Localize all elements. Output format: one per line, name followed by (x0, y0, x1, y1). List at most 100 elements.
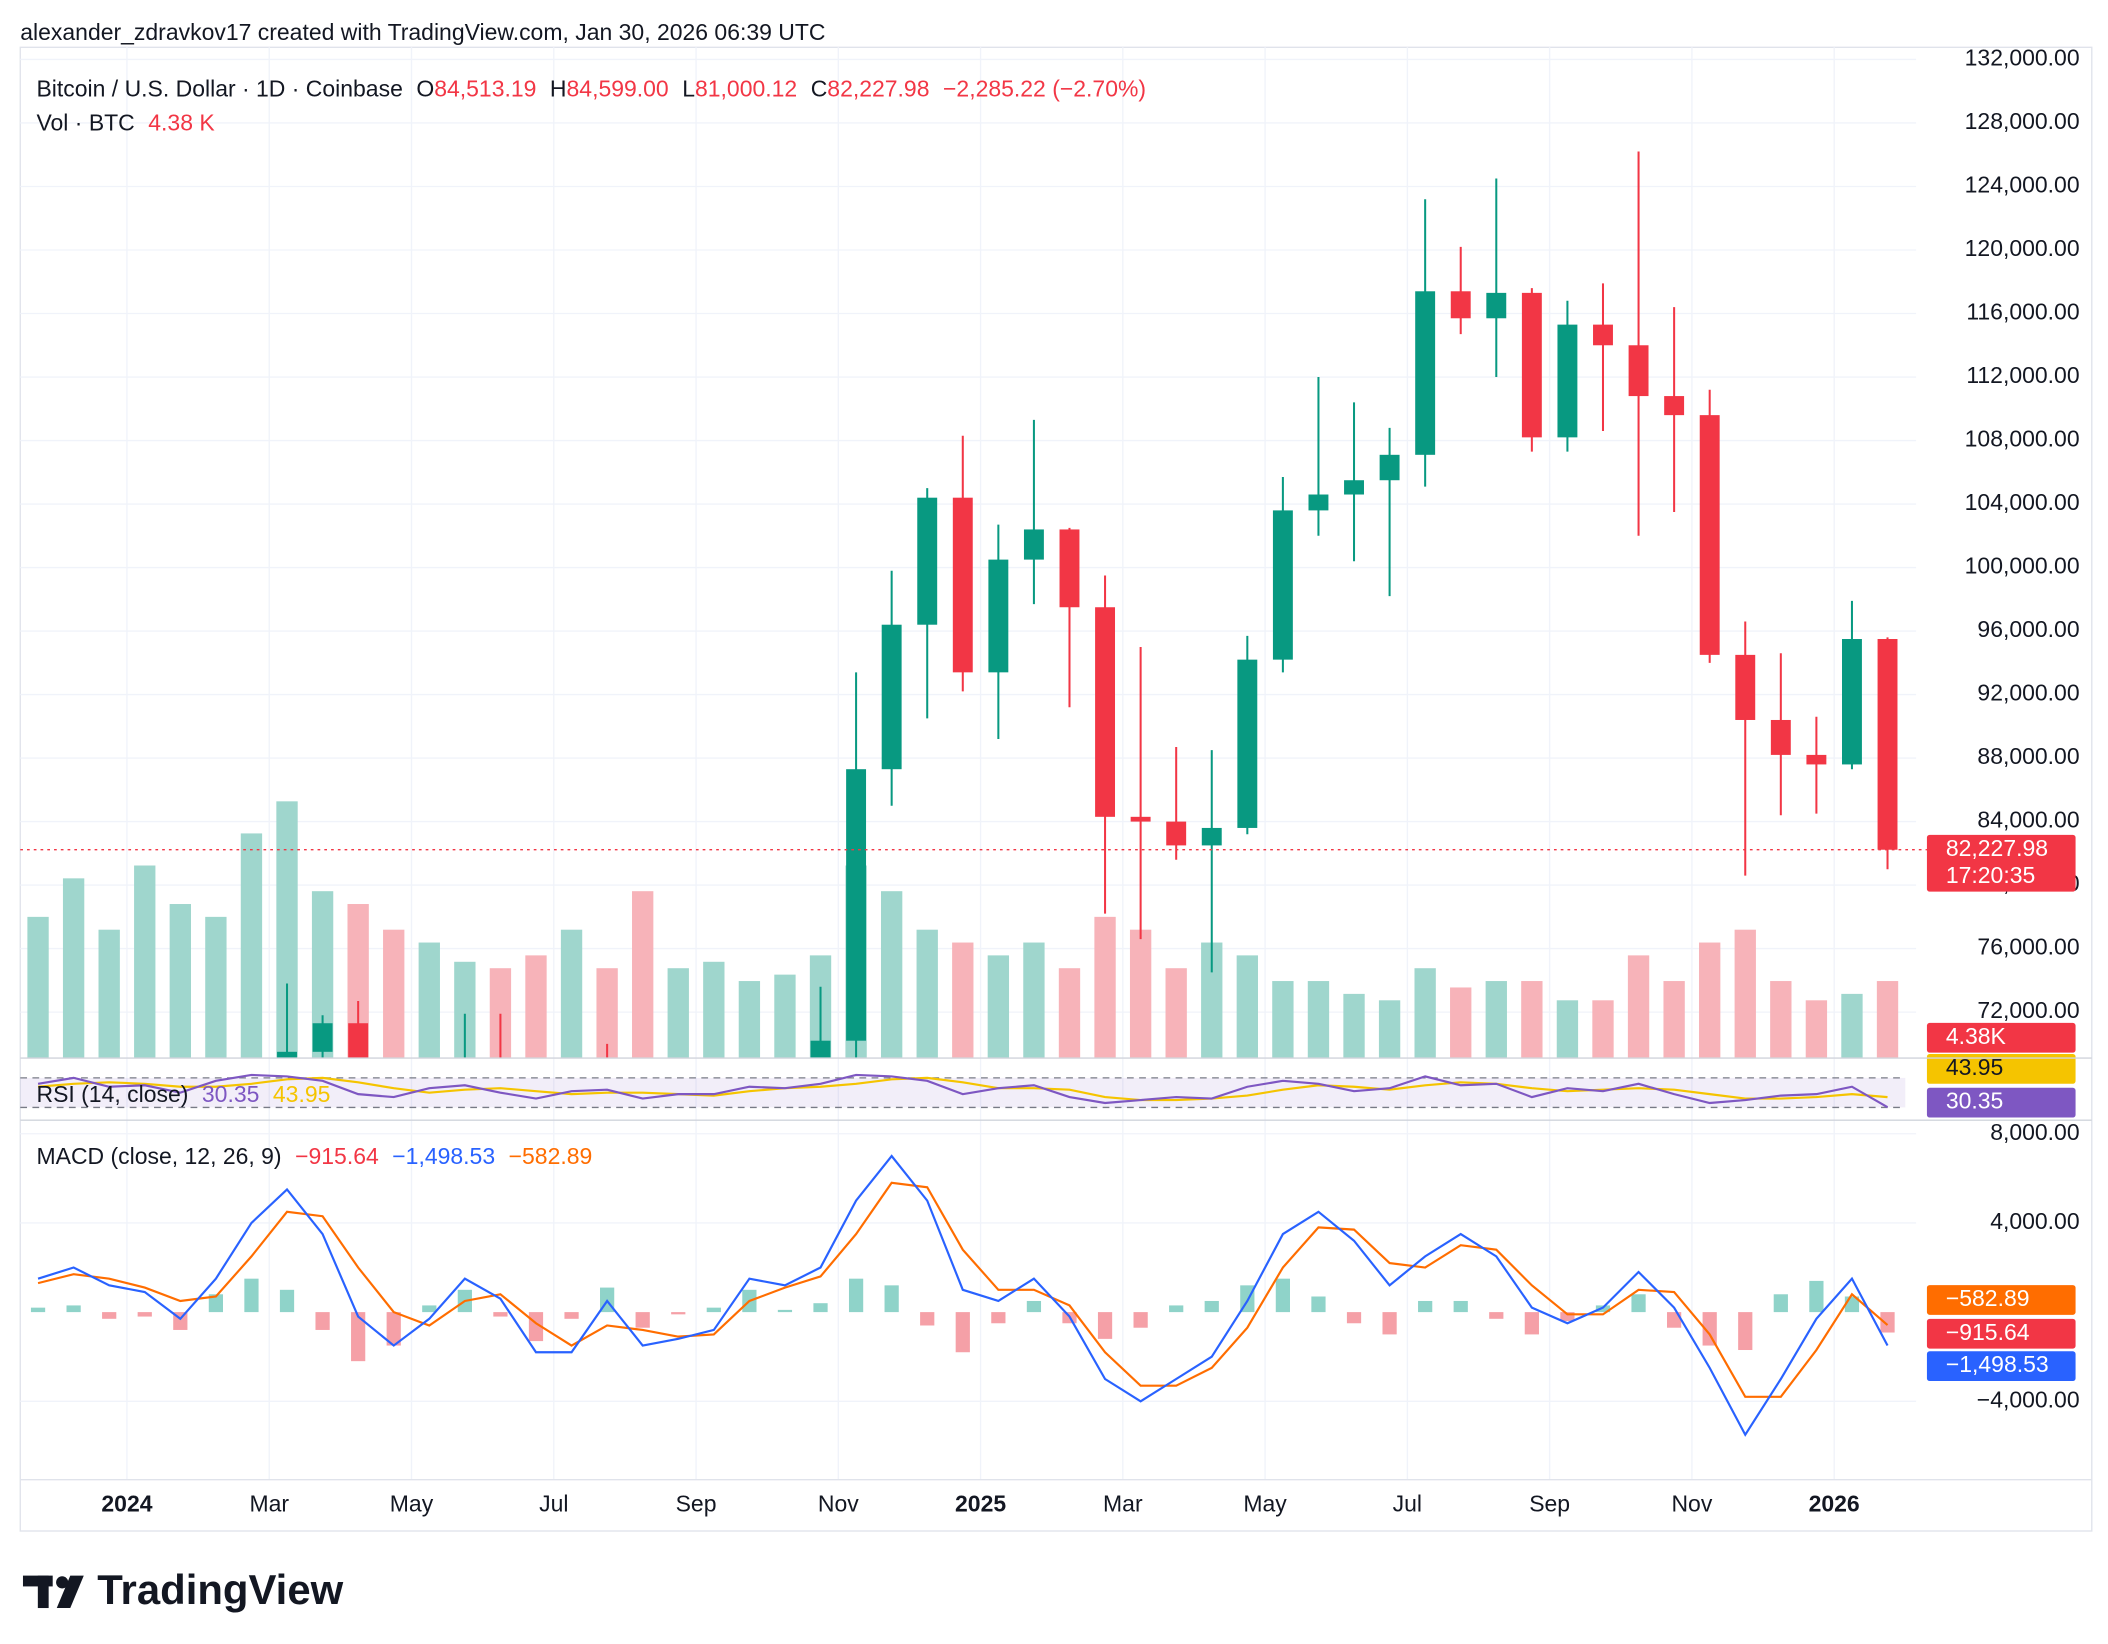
volume-bar (1734, 929, 1756, 1059)
volume-bar (1556, 1000, 1579, 1059)
candle-body (1664, 396, 1685, 416)
histogram-bar (1773, 1294, 1788, 1313)
x-tick-label: Jul (539, 1490, 568, 1516)
y-tick-label: 96,000.00 (1977, 616, 2079, 642)
histogram-bar (1809, 1280, 1824, 1313)
volume-bar (1307, 981, 1330, 1059)
histogram-bar (1453, 1300, 1468, 1313)
histogram-bar (137, 1312, 152, 1317)
y-tick-label: −4,000.00 (1977, 1386, 2080, 1412)
y-tick-label: 104,000.00 (1965, 489, 2080, 515)
axis-badge (1926, 1054, 2076, 1084)
histogram-bar (635, 1312, 650, 1328)
attribution: alexander_zdravkov17 created with Tradin… (20, 19, 825, 45)
histogram-bar (955, 1312, 970, 1353)
logo: TradingView (22, 1566, 344, 1613)
candle-body (348, 1023, 369, 1059)
histogram-bar (1382, 1312, 1397, 1335)
y-tick-label: 92,000.00 (1977, 680, 2079, 706)
y-tick-label: 76,000.00 (1977, 934, 2079, 960)
signal-value: −582.89 (509, 1143, 593, 1169)
ohlc-value: 81,000.12 (695, 76, 797, 102)
histogram-bar (848, 1278, 864, 1313)
histogram-bar (1026, 1300, 1042, 1313)
chart-frame (19, 46, 2093, 1532)
candle-body (312, 1023, 333, 1052)
volume-bar (98, 929, 120, 1059)
volume-bar (205, 916, 227, 1059)
volume-bar (240, 833, 263, 1059)
histogram-bar (493, 1312, 508, 1317)
ohlc-value: 84,599.00 (567, 76, 669, 102)
y-tick-label: 108,000.00 (1965, 426, 2080, 452)
histogram-bar (1418, 1300, 1433, 1313)
y-tick-label: 84,000.00 (1977, 807, 2079, 833)
volume-bar (1378, 1000, 1401, 1059)
histogram-bar (66, 1305, 81, 1313)
candle-body (277, 1051, 297, 1059)
histogram-bar (813, 1303, 828, 1313)
histogram-bar (1489, 1312, 1504, 1319)
rsi-title: RSI (14, close) (36, 1081, 188, 1107)
histogram-bar (777, 1309, 793, 1313)
x-tick-label: May (1243, 1490, 1287, 1516)
y-tick-label: 112,000.00 (1966, 362, 2079, 388)
histogram-bar (1560, 1312, 1575, 1322)
countdown: 17:20:35 (1946, 862, 2035, 888)
candle-body (952, 497, 973, 673)
candle-body (846, 769, 867, 1041)
volume-bar (632, 891, 654, 1059)
candle-body (1628, 345, 1649, 397)
histogram-bar (1133, 1312, 1148, 1328)
ohlc-value: 82,227.98 (827, 76, 929, 102)
volume-bar (1770, 981, 1792, 1059)
y-tick-label: 4,000.00 (1990, 1208, 2079, 1234)
y-tick-label: 116,000.00 (1966, 299, 2079, 325)
rsi-legend: RSI (14, close) 30.35 43.95 (36, 1081, 330, 1107)
volume-bar (383, 929, 405, 1059)
series-line (37, 1076, 1888, 1102)
volume-badge: 4.38K (1946, 1023, 2007, 1049)
ohlc-key: C (811, 76, 828, 102)
volume-bar (1592, 1000, 1614, 1059)
histogram-bar (1311, 1296, 1326, 1313)
grid (20, 47, 1917, 1480)
histogram-bar (1097, 1312, 1113, 1339)
price-legend: Bitcoin / U.S. Dollar · 1D · Coinbase O84… (36, 76, 1146, 102)
volume-bar (1236, 955, 1258, 1059)
last-price-label: 82,227.98 (1946, 835, 2048, 861)
volume-bar (667, 968, 689, 1059)
series-line (37, 1073, 1889, 1109)
histogram-bar (671, 1312, 686, 1315)
volume-bar (1414, 968, 1436, 1059)
volume-bar (596, 968, 618, 1059)
macd-badge: −915.64 (1946, 1319, 2030, 1345)
candle-body (988, 559, 1009, 673)
y-tick-label: 72,000.00 (1977, 997, 2079, 1023)
rsi-ma-value: 43.95 (273, 1081, 330, 1107)
histogram-bar (1667, 1312, 1682, 1328)
volume-title: Vol · BTC (36, 109, 134, 135)
histogram-bar (1631, 1294, 1646, 1313)
axis-badge (1926, 1087, 2076, 1118)
rsi-value: 30.35 (202, 1081, 259, 1107)
candle-body (1344, 480, 1364, 495)
y-tick-label: 100,000.00 (1965, 553, 2080, 579)
x-tick-label: Mar (249, 1490, 289, 1516)
histogram-bar (30, 1307, 46, 1313)
volume-bar (1058, 968, 1081, 1059)
x-tick-label: 2026 (1809, 1490, 1860, 1516)
volume-bar (525, 955, 547, 1059)
volume-bar (311, 891, 334, 1059)
candle-body (1166, 821, 1187, 846)
volume-bar (1165, 968, 1187, 1059)
histogram-bar (1738, 1312, 1753, 1351)
volume-bar (738, 981, 761, 1059)
histogram-bar (351, 1312, 366, 1362)
volume-bar (489, 968, 512, 1059)
macd-value: −1,498.53 (392, 1143, 495, 1169)
volume-bar (1343, 993, 1365, 1059)
histogram-bar (102, 1312, 117, 1319)
candle-body (1308, 494, 1329, 511)
